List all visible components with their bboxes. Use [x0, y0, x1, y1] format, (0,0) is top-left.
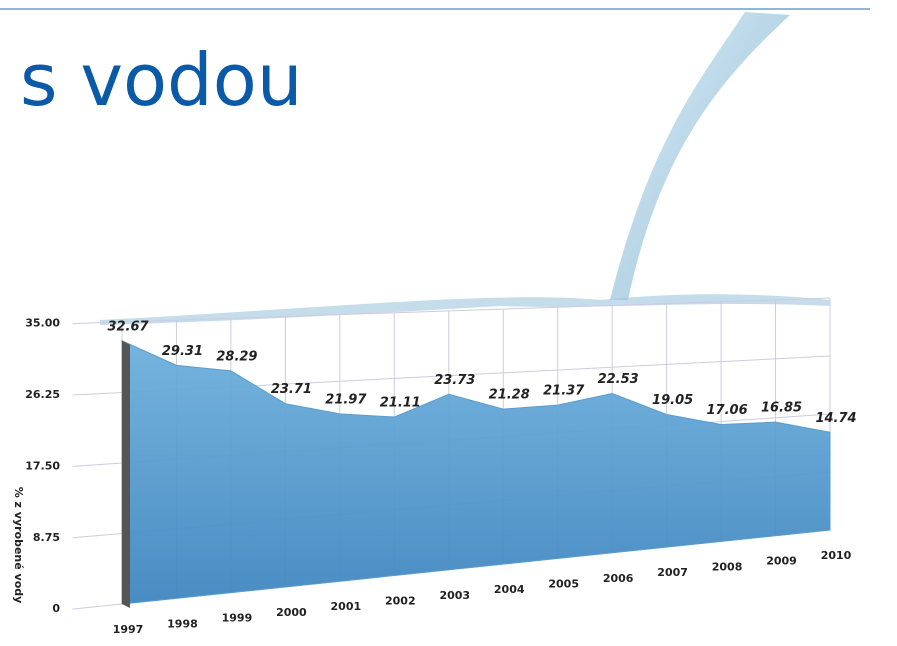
value-label: 23.73 [434, 373, 475, 388]
value-label: 21.28 [489, 388, 530, 403]
x-tick-label: 1998 [167, 617, 198, 630]
value-label: 32.67 [107, 319, 149, 334]
x-tick-label: 2009 [766, 555, 797, 568]
y-tick-label: 17.50 [25, 459, 60, 472]
value-label: 19.05 [652, 393, 693, 408]
value-label: 21.37 [543, 384, 585, 399]
value-label: 23.71 [271, 382, 312, 397]
y-tick-label: 26.25 [25, 388, 60, 401]
value-label: 17.06 [707, 403, 748, 418]
value-label: 21.11 [380, 396, 421, 411]
water-stream [610, 12, 790, 300]
value-label: 28.29 [216, 349, 257, 364]
x-tick-label: 2006 [603, 572, 634, 585]
x-tick-label: 1997 [113, 623, 144, 636]
value-label: 16.85 [761, 401, 802, 416]
y-tick-label: 35.00 [25, 317, 60, 330]
y-tick-label: 0 [52, 602, 60, 615]
x-tick-label: 2000 [276, 606, 307, 619]
y-tick-label: 8.75 [33, 531, 60, 544]
x-tick-label: 2005 [548, 577, 579, 590]
water-surface [100, 294, 830, 325]
x-tick-label: 2010 [821, 549, 852, 562]
x-tick-label: 2008 [712, 560, 743, 573]
x-tick-label: 1999 [222, 612, 253, 625]
x-tick-label: 2001 [331, 600, 362, 613]
chart: s vodou % z vyrobené vody 0 8.75 17.50 26.2… [0, 0, 897, 642]
value-label: 29.31 [162, 344, 203, 359]
x-tick-label: 2003 [439, 589, 470, 602]
area-side [122, 341, 130, 608]
value-label: 14.74 [815, 411, 856, 426]
y-axis-label: % z vyrobené vody [12, 487, 25, 604]
value-label: 22.53 [598, 372, 639, 387]
x-tick-label: 2007 [657, 566, 688, 579]
chart-title: s vodou [20, 38, 302, 122]
x-tick-label: 2004 [494, 583, 525, 596]
value-label: 21.97 [325, 392, 367, 407]
x-tick-label: 2002 [385, 595, 416, 608]
